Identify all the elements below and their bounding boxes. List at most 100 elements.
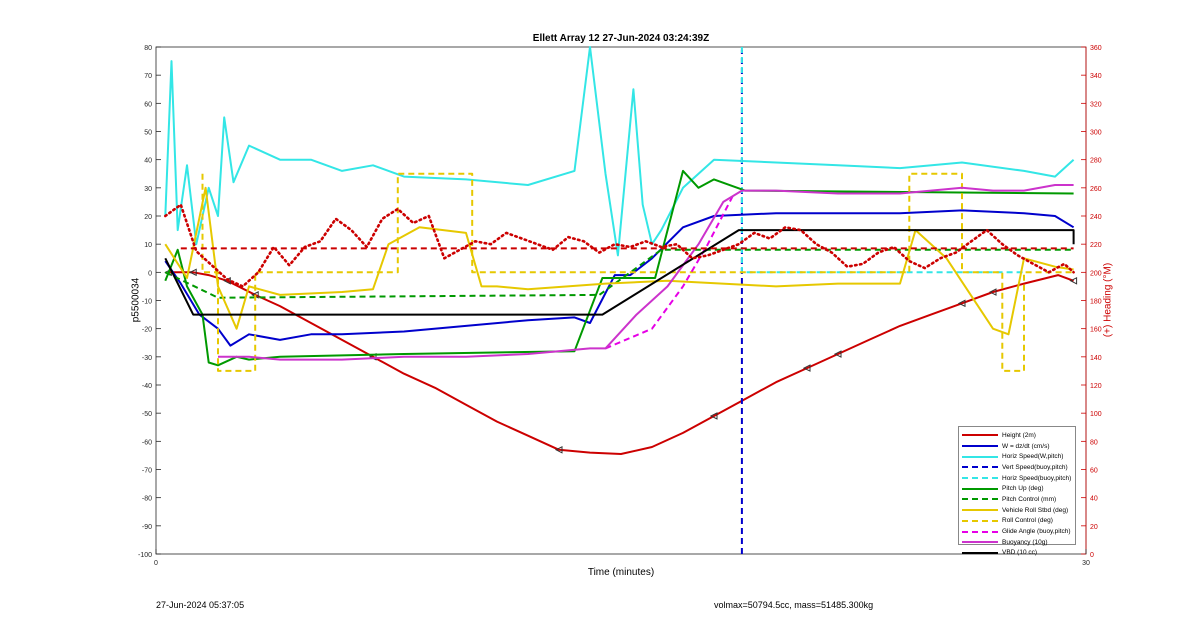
y-left-tick-label: 0: [148, 270, 152, 277]
y-right-tick-label: 340: [1090, 73, 1102, 80]
legend-swatch: [962, 434, 998, 437]
legend-entry: W = dz/dt (cm/s): [962, 441, 1072, 452]
legend-label: Pitch Control (mm): [1002, 495, 1057, 503]
y-left-tick-label: -60: [142, 439, 152, 446]
legend-entry: Roll Control (deg): [962, 516, 1072, 527]
y-left-tick-label: -40: [142, 383, 152, 390]
legend-swatch: [962, 551, 998, 554]
legend-label: Glide Angle (buoy,pitch): [1002, 528, 1071, 536]
y-left-tick-label: -80: [142, 496, 152, 503]
y-right-tick-label: 360: [1090, 45, 1102, 52]
y-right-tick-label: 80: [1090, 439, 1098, 446]
y-left-tick-label: -90: [142, 524, 152, 531]
y-left-tick-label: 70: [144, 73, 152, 80]
series-line-2: [164, 46, 1075, 257]
y-right-tick-label: 20: [1090, 524, 1098, 531]
height-marker: [988, 288, 997, 296]
legend-entry: Glide Angle (buoy,pitch): [962, 526, 1072, 537]
y-right-tick-label: 0: [1090, 552, 1094, 559]
footer-timestamp: 27-Jun-2024 05:37:05: [156, 600, 245, 610]
legend-entry: Pitch Control (mm): [962, 494, 1072, 505]
legend-swatch: [962, 498, 998, 501]
legend-entry: Height (2m): [962, 430, 1072, 441]
y-right-tick-label: 300: [1090, 130, 1102, 137]
legend-entry: Vehicle Roll Stbd (deg): [962, 505, 1072, 516]
y-right-tick-label: 40: [1090, 496, 1098, 503]
legend-swatch: [962, 519, 998, 522]
height-marker: [957, 299, 966, 308]
y-left-tick-label: -20: [142, 327, 152, 334]
height-marker: [833, 350, 842, 358]
legend-swatch: [962, 466, 998, 469]
x-tick-label: 0: [154, 560, 158, 567]
legend-entry: Horiz Speed(buoy,pitch): [962, 473, 1072, 484]
legend-label: Height (2m): [1002, 431, 1036, 439]
legend-swatch: [962, 477, 998, 480]
legend-label: Vehicle Roll Stbd (deg): [1002, 506, 1069, 514]
x-axis-label: Time (minutes): [587, 567, 655, 578]
legend-entry: Pitch Up (deg): [962, 483, 1072, 494]
y-right-tick-label: 120: [1090, 383, 1102, 390]
legend-entry: VBD (10 cc): [962, 548, 1072, 559]
legend-swatch: [962, 530, 998, 533]
y-left-tick-label: -10: [142, 299, 152, 306]
height-marker: [1069, 276, 1078, 285]
legend-entry: Horiz Speed(W,pitch): [962, 451, 1072, 462]
y-left-tick-label: -70: [142, 468, 152, 475]
series-line-12: [164, 203, 1075, 288]
y-left-tick-label: 80: [144, 45, 152, 52]
y-right-tick-label: 140: [1090, 355, 1102, 362]
series-line-8: [201, 172, 1074, 372]
legend-label: Buoyancy (10g): [1002, 538, 1048, 546]
chart-legend: Height (2m) W = dz/dt (cm/s) Horiz Speed(W…: [958, 426, 1076, 556]
legend-label: Horiz Speed(W,pitch): [1002, 453, 1064, 461]
chart-title: Ellett Array 12 27-Jun-2024 03:24:39Z: [532, 33, 710, 44]
series-line-1: [164, 209, 1075, 347]
y-right-tick-label: 280: [1090, 158, 1102, 165]
series-line-0: [168, 271, 1074, 455]
legend-label: Vert Speed(buoy,pitch): [1002, 463, 1068, 471]
y-left-tick-label: 10: [144, 242, 152, 249]
legend-entry: Vert Speed(buoy,pitch): [962, 462, 1072, 473]
y-left-tick-label: 30: [144, 186, 152, 193]
legend-label: VBD (10 cc): [1002, 549, 1038, 557]
y-right-tick-label: 200: [1090, 270, 1102, 277]
y-right-tick-label: 220: [1090, 242, 1102, 249]
y-left-tick-label: 20: [144, 214, 152, 221]
footer-volmax-mass: volmax=50794.5cc, mass=51485.300kg: [714, 600, 874, 610]
legend-label: Horiz Speed(buoy,pitch): [1002, 474, 1072, 482]
series-line-6: [164, 248, 1074, 299]
y-right-tick-label: 160: [1090, 327, 1102, 334]
y-left-tick-label: -30: [142, 355, 152, 362]
y-right-tick-label: 320: [1090, 101, 1102, 108]
height-marker: [554, 445, 563, 454]
legend-label: Pitch Up (deg): [1002, 485, 1044, 493]
y-right-tick-label: 100: [1090, 411, 1102, 418]
legend-label: W = dz/dt (cm/s): [1002, 442, 1050, 450]
y-left-tick-label: -50: [142, 411, 152, 418]
legend-entry: Buoyancy (10g): [962, 537, 1072, 548]
series-line-9: [605, 195, 734, 350]
y-axis-left-label: p5500034: [130, 277, 142, 323]
y-left-tick-label: 60: [144, 101, 152, 108]
series-line-11: [164, 229, 1075, 316]
y-left-tick-label: 50: [144, 130, 152, 137]
legend-swatch: [962, 487, 998, 490]
height-marker: [709, 412, 718, 420]
legend-label: Roll Control (deg): [1002, 517, 1053, 525]
x-tick-label: 30: [1082, 560, 1090, 567]
y-axis-right-label: (+) Heading (°M): [1102, 262, 1114, 338]
y-right-tick-label: 260: [1090, 186, 1102, 193]
y-right-tick-label: 60: [1090, 468, 1098, 475]
height-marker: [802, 364, 811, 372]
legend-swatch: [962, 541, 998, 544]
height-marker: [189, 268, 197, 277]
legend-swatch: [962, 509, 998, 512]
y-right-tick-label: 240: [1090, 214, 1102, 221]
y-left-tick-label: 40: [144, 158, 152, 165]
legend-swatch: [962, 455, 998, 458]
plot-frame: [155, 46, 1087, 555]
y-left-tick-label: -100: [138, 552, 152, 559]
legend-swatch: [962, 445, 998, 448]
